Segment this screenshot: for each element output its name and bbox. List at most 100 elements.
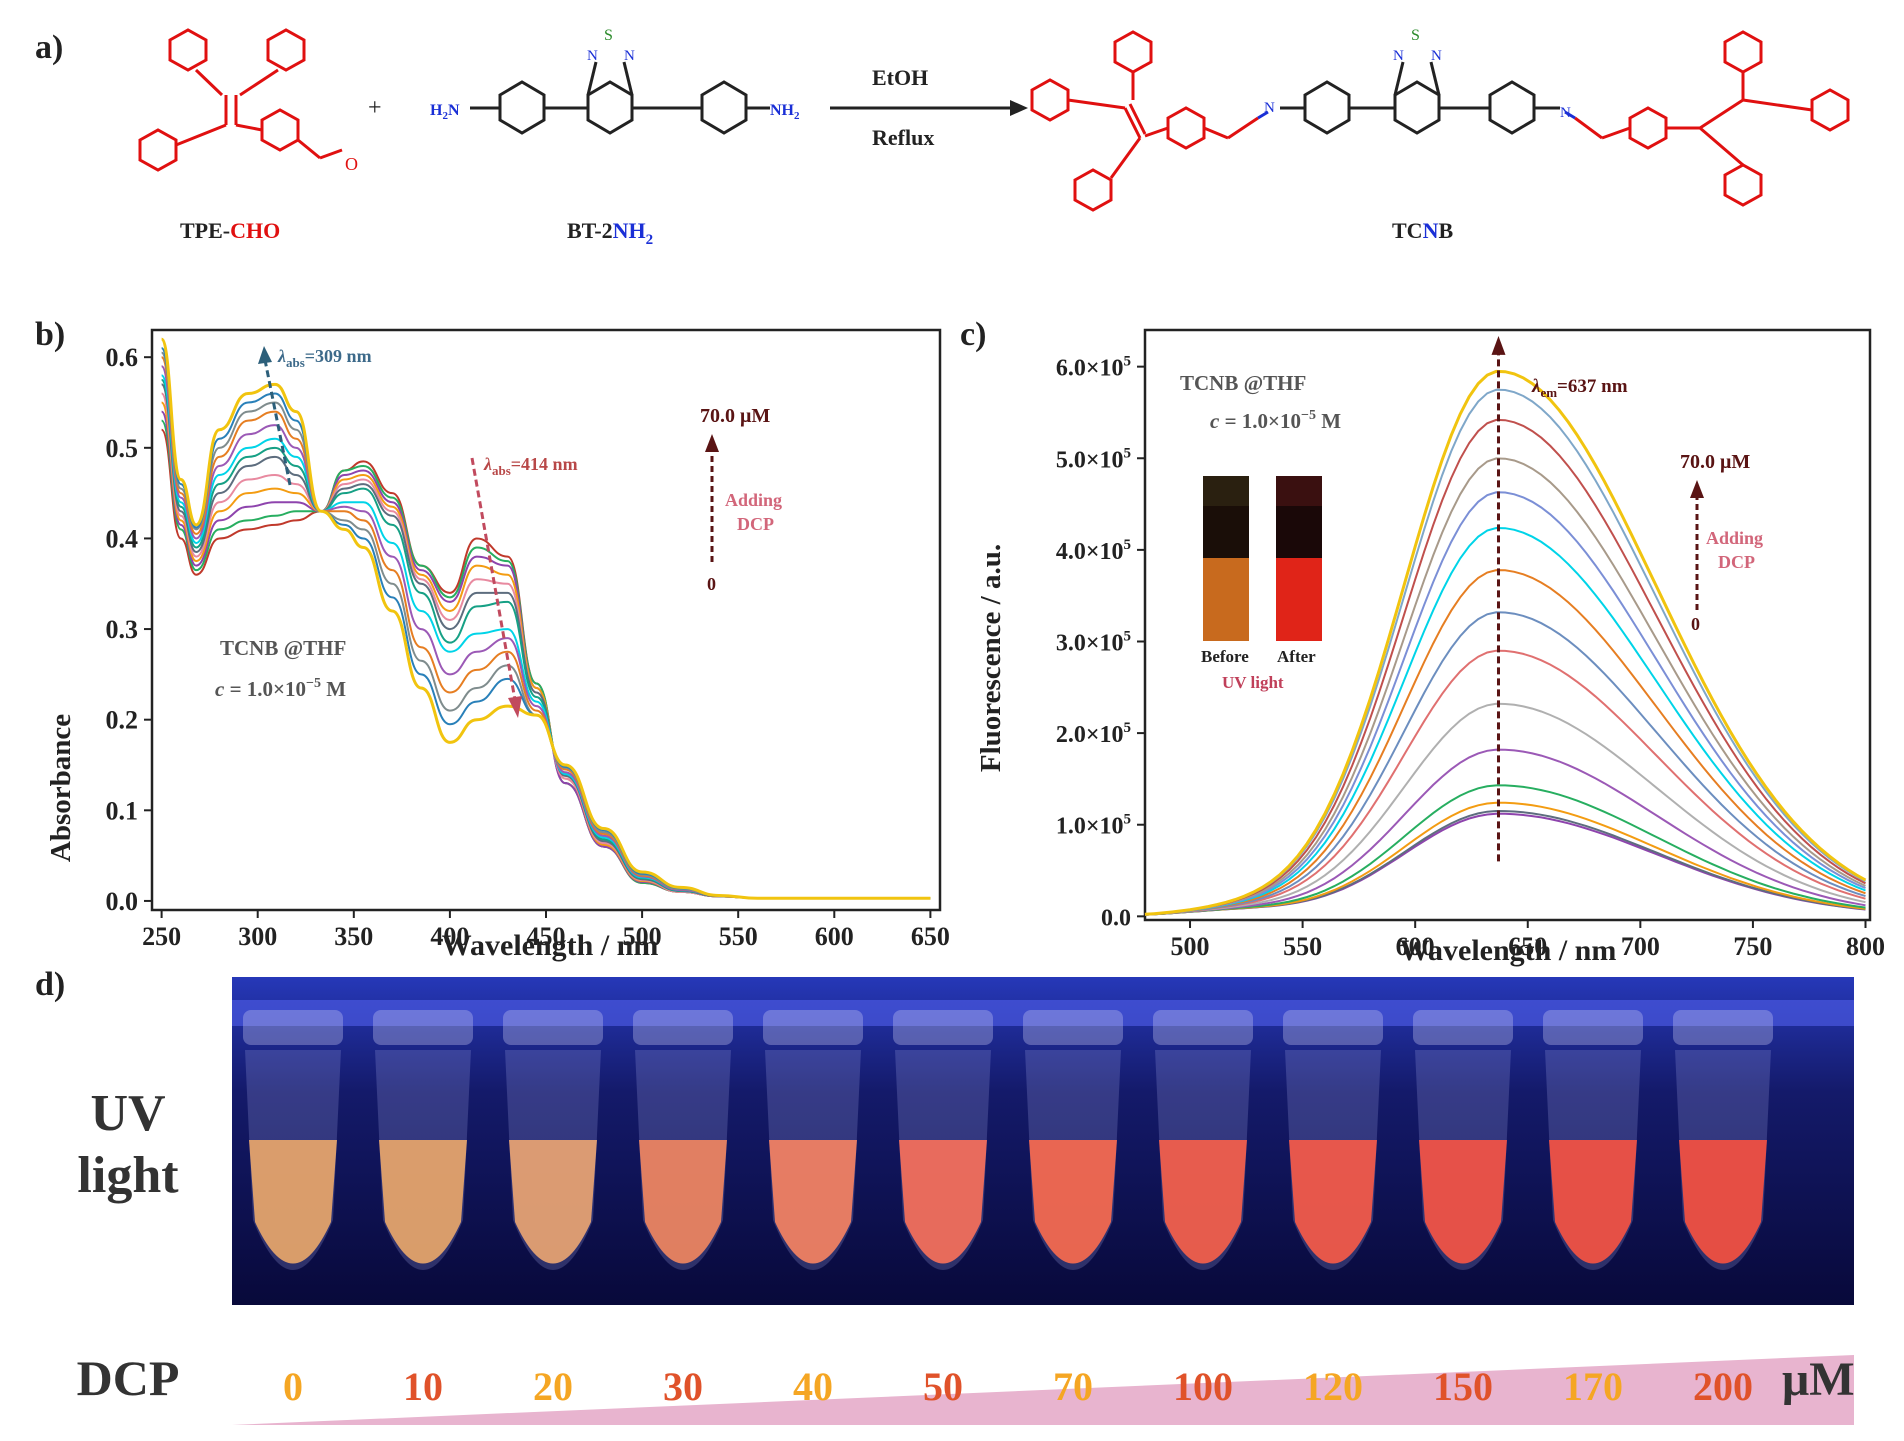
b-y-axis-title: Absorbance — [45, 714, 77, 862]
inset-before-label: Before — [1201, 647, 1249, 666]
tube-liquid — [1159, 1140, 1247, 1264]
tube-cap — [1153, 1010, 1253, 1045]
c-series-line — [1144, 491, 1866, 916]
c-y-tick-label: 6.0×105 — [1056, 354, 1131, 382]
tcnb-structure — [1030, 30, 1850, 212]
c-y-tick-label: 5.0×105 — [1056, 445, 1131, 473]
btd-n-left: N — [587, 48, 598, 64]
absorbance-chart: b) 250 300 350 400 450 500 550 600 650 0.0 0.1 0.2 0… — [35, 316, 950, 962]
fluorescence-chart: c) 500 550 600 650 700 750 800 0.0 1.0×105 2.0×10… — [960, 316, 1885, 967]
concentration-label: 10 — [403, 1364, 443, 1409]
b-peak2-arrow — [470, 457, 517, 701]
vial-before-liquid — [1203, 558, 1249, 641]
tube-liquid — [899, 1140, 987, 1264]
c-arrow-bottom: 0 — [1691, 614, 1700, 634]
tube-photo-panel: d) UV light DCP 0 10 20 30 40 50 70 100 120 150 17… — [35, 966, 1855, 1425]
inset-after-label: After — [1277, 647, 1316, 666]
tube-row — [243, 1010, 1773, 1270]
c-arrow-top: 70.0 μM — [1680, 451, 1750, 473]
b-y-tick-label: 0.0 — [106, 887, 139, 916]
c-series-line — [1144, 418, 1866, 916]
c-sample-label: TCNB @THF — [1180, 371, 1306, 395]
panel-d: d) UV light DCP 0 10 20 30 40 50 70 100 120 150 17… — [0, 960, 1904, 1436]
vial-before-cap — [1203, 476, 1249, 506]
c-plot-area: 500 550 600 650 700 750 800 0.0 1.0×105 2.0×105 3.… — [1056, 328, 1885, 961]
c-series-line — [1144, 369, 1867, 916]
c-x-tick-label: 750 — [1733, 932, 1772, 961]
c-y-tick-label: 0.0 — [1101, 905, 1131, 931]
btd-s: S — [604, 27, 613, 44]
tube-cap — [503, 1010, 603, 1045]
b-peak1-label: λabs=309 nm — [277, 346, 372, 370]
b-arrow-label1: Adding — [725, 490, 782, 510]
c-x-tick-label: 600 — [1396, 932, 1435, 961]
inset-caption: UV light — [1222, 673, 1284, 692]
c-arrow-label2: DCP — [1718, 552, 1755, 572]
b-series-line — [160, 428, 931, 900]
panel-label-a: a) — [35, 29, 63, 66]
b-x-tick-label: 450 — [527, 922, 566, 951]
c-series-line — [1144, 569, 1866, 916]
tube-liquid — [1289, 1140, 1377, 1264]
tube-liquid — [1679, 1140, 1767, 1264]
condition-top: EtOH — [872, 65, 928, 90]
b-y-tick-label: 0.6 — [106, 343, 139, 372]
b-series-line — [160, 365, 931, 900]
concentration-label: 170 — [1563, 1364, 1623, 1409]
c-arrow-label1: Adding — [1706, 528, 1763, 548]
b-x-tick-label: 400 — [430, 922, 469, 951]
b-series-line — [160, 347, 931, 900]
concentration-label: 70 — [1053, 1364, 1093, 1409]
tube-liquid — [1549, 1140, 1637, 1264]
product-btd-n-left: N — [1393, 48, 1404, 64]
bt-2nh2-label: BT-2NH2 — [567, 218, 653, 248]
c-x-tick-label: 500 — [1171, 932, 1210, 961]
tube-liquid — [639, 1140, 727, 1264]
b-series-line — [160, 337, 931, 900]
b-x-tick-label: 300 — [238, 922, 277, 951]
b-y-tick-label: 0.1 — [106, 796, 139, 825]
product-btd-n-right: N — [1431, 48, 1442, 64]
concentration-label: 40 — [793, 1364, 833, 1409]
tube-liquid — [379, 1140, 467, 1264]
b-y-tick-label: 0.4 — [106, 524, 139, 553]
tcnb-label: TCNB — [1392, 218, 1453, 243]
concentration-labels: 0 10 20 30 40 50 70 100 120 150 170 200 — [283, 1364, 1753, 1409]
c-peak-label: λem=637 nm — [1531, 376, 1628, 400]
tube-cap — [1413, 1010, 1513, 1045]
b-x-tick-label: 350 — [334, 922, 373, 951]
tube-cap — [1023, 1010, 1123, 1045]
c-series-line — [1144, 784, 1866, 916]
panel-label-d: d) — [35, 966, 65, 1003]
tube-cap — [373, 1010, 473, 1045]
b-plot-area: 250 300 350 400 450 500 550 600 650 0.0 0.1 0.2 0.3 0… — [106, 328, 950, 951]
b-arrow-top: 70.0 μM — [700, 405, 770, 427]
c-plot-frame — [1143, 328, 1872, 922]
amine-right: NH2 — [770, 102, 800, 122]
concentration-label: 0 — [283, 1364, 303, 1409]
aldehyde-o: O — [345, 154, 358, 174]
c-y-tick-label: 2.0×105 — [1056, 720, 1131, 748]
c-y-tick-label: 3.0×105 — [1056, 628, 1131, 656]
vial-after-liquid — [1276, 558, 1322, 641]
tube-liquid — [1029, 1140, 1117, 1264]
tube-cap — [633, 1010, 733, 1045]
c-y-tick-label: 1.0×105 — [1056, 812, 1131, 840]
b-add-arrowhead — [705, 434, 719, 452]
dcp-label: DCP — [77, 1350, 180, 1406]
c-x-tick-label: 550 — [1283, 932, 1322, 961]
b-arrow-label2: DCP — [737, 514, 774, 534]
row-label-uv: UV — [90, 1085, 165, 1142]
c-series-line — [1144, 702, 1866, 916]
reaction-scheme: a) O TPE-CHO + — [35, 27, 1850, 248]
b-x-tick-label: 600 — [815, 922, 854, 951]
b-plot-frame — [150, 328, 942, 912]
panel-b: b) 250 300 350 400 450 500 550 600 650 0.0 0.1 0.2 0… — [0, 300, 960, 970]
concentration-wedge — [232, 1355, 1854, 1425]
c-series-line — [1144, 649, 1866, 916]
row-label-light: light — [77, 1147, 179, 1204]
b-arrow-bottom: 0 — [707, 574, 716, 594]
b-y-tick-label: 0.3 — [106, 615, 139, 644]
product-btd-s: S — [1411, 27, 1420, 44]
unit-label: μM — [1782, 1353, 1855, 1406]
